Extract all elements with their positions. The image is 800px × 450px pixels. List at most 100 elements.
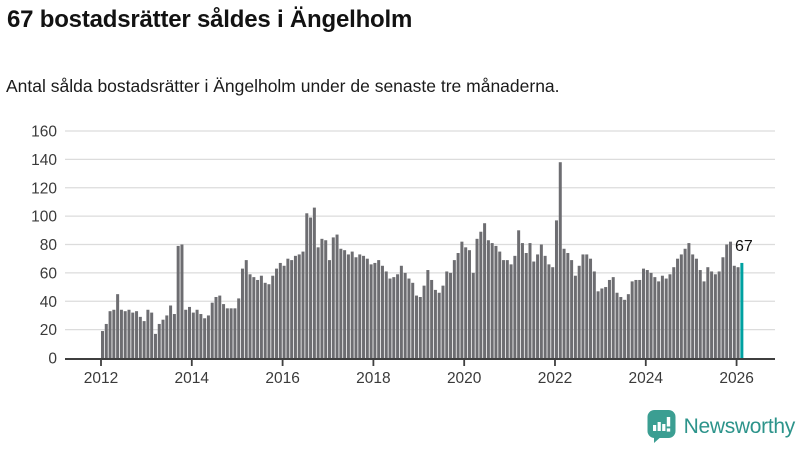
bar — [517, 230, 521, 358]
bar — [369, 264, 373, 358]
bar — [278, 262, 282, 358]
page-title: 67 bostadsrätter såldes i Ängelholm — [7, 6, 413, 33]
bar — [150, 312, 154, 358]
bar — [138, 316, 142, 358]
bar — [698, 270, 702, 358]
y-axis-label: 120 — [31, 180, 57, 197]
bar — [365, 258, 369, 358]
bar — [131, 312, 135, 358]
bar — [373, 262, 377, 358]
bar — [101, 331, 104, 358]
y-axis-label: 160 — [31, 124, 57, 141]
bar — [293, 255, 297, 358]
bar — [502, 260, 506, 358]
bar — [403, 272, 407, 359]
y-axis-label: 0 — [48, 351, 57, 368]
bar — [218, 295, 222, 358]
bar — [642, 268, 645, 358]
bar — [645, 270, 649, 358]
bar — [312, 207, 316, 358]
bar — [532, 261, 536, 358]
bar — [554, 220, 558, 358]
bar — [471, 272, 475, 359]
bar — [320, 238, 324, 358]
bar — [286, 258, 290, 358]
bar — [562, 248, 566, 358]
bar — [494, 245, 498, 358]
bar — [411, 282, 415, 358]
bar — [604, 287, 608, 358]
y-axis-label: 140 — [31, 152, 57, 169]
bar — [528, 243, 532, 358]
x-axis-label: 2012 — [84, 370, 118, 387]
bar — [146, 309, 150, 358]
bar — [460, 241, 464, 358]
bar — [282, 265, 286, 358]
bar — [706, 267, 710, 358]
bar — [112, 309, 116, 358]
bar — [732, 265, 736, 358]
newsworthy-logo: Newsworthy — [646, 409, 795, 444]
bar — [176, 245, 180, 358]
bar — [343, 250, 347, 359]
bar — [687, 243, 691, 358]
bar — [426, 270, 430, 358]
bar — [441, 285, 445, 358]
bar — [407, 278, 411, 358]
bar — [577, 265, 581, 358]
bar — [153, 333, 157, 358]
bar — [736, 267, 740, 358]
bar — [509, 264, 513, 358]
bar — [505, 260, 509, 358]
bar — [479, 231, 483, 358]
bar — [653, 277, 657, 358]
bar-chart: 2012 2014 2016 2018 2020 2022 2024 2026 0 20 40 60 8… — [31, 124, 775, 387]
bar — [199, 314, 203, 358]
bar — [240, 268, 244, 358]
bar — [244, 260, 248, 358]
bar — [551, 267, 555, 358]
bar — [596, 291, 600, 358]
bar — [263, 282, 267, 358]
bar — [108, 311, 112, 358]
x-axis-label: 2014 — [175, 370, 210, 387]
bar — [172, 314, 176, 358]
bar — [483, 223, 487, 358]
bar — [233, 308, 237, 358]
x-axis-label: 2022 — [538, 370, 572, 387]
bar — [206, 315, 210, 358]
bar — [346, 254, 350, 358]
bar — [275, 268, 279, 358]
bar — [222, 304, 226, 358]
bar — [649, 272, 653, 359]
bar — [415, 295, 419, 358]
bar — [324, 240, 328, 358]
bar — [256, 279, 260, 358]
bar — [418, 296, 422, 358]
y-axis-label: 60 — [40, 265, 58, 282]
bar — [214, 296, 218, 358]
bar — [717, 271, 721, 358]
bar — [660, 275, 664, 358]
x-axis-label: 2020 — [447, 370, 482, 387]
bar — [267, 284, 271, 358]
bar — [309, 217, 313, 358]
bar — [350, 251, 354, 358]
bar — [573, 275, 577, 358]
bar — [657, 281, 661, 358]
bar — [452, 260, 456, 358]
bar — [490, 243, 494, 358]
bar — [142, 321, 146, 358]
bar — [290, 260, 294, 358]
bar — [195, 309, 199, 358]
bar — [210, 302, 214, 358]
bar — [520, 243, 524, 358]
bar — [331, 237, 335, 358]
bar — [225, 308, 229, 358]
bar — [392, 277, 396, 358]
bar — [271, 275, 275, 358]
bar — [623, 299, 627, 358]
bar — [157, 323, 161, 358]
bar — [539, 244, 543, 358]
